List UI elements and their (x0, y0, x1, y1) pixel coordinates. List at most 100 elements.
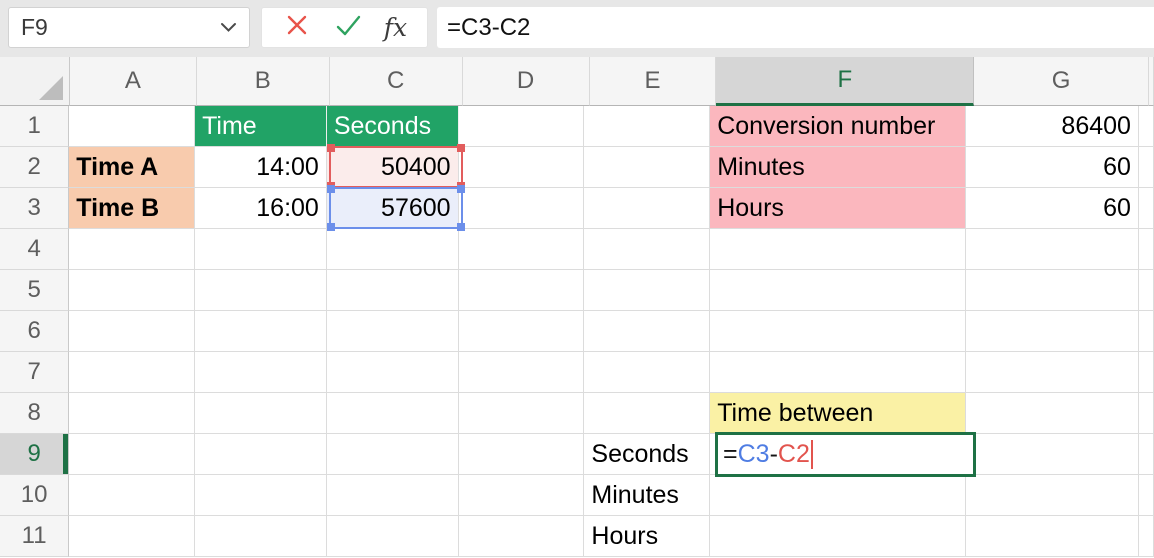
cell-E2[interactable] (584, 147, 711, 188)
cell-G6[interactable] (965, 311, 1139, 352)
cell-F3[interactable]: Hours (710, 188, 966, 229)
cell-G3[interactable]: 60 (965, 188, 1139, 229)
chevron-down-icon[interactable] (220, 22, 237, 33)
row-header-11[interactable]: 11 (0, 516, 70, 557)
cell-F11[interactable] (710, 516, 966, 557)
cell-B11[interactable] (195, 516, 327, 557)
cell-A4[interactable] (69, 229, 196, 270)
name-box[interactable]: F9 (8, 7, 250, 48)
cell-G8[interactable] (965, 393, 1139, 434)
row-header-9[interactable]: 9 (0, 434, 70, 475)
cell-B8[interactable] (195, 393, 327, 434)
cell-C6[interactable] (326, 311, 459, 352)
row-header-8[interactable]: 8 (0, 393, 70, 434)
select-all-button[interactable] (0, 57, 70, 106)
cell-E1[interactable] (584, 106, 711, 147)
confirm-button[interactable] (332, 10, 364, 45)
column-header-A[interactable]: A (69, 57, 197, 106)
cell-B7[interactable] (195, 352, 327, 393)
cell-F1[interactable]: Conversion number (710, 106, 966, 147)
cell-F4[interactable] (710, 229, 966, 270)
cell-C10[interactable] (326, 475, 459, 516)
cell-E10[interactable]: Minutes (584, 475, 711, 516)
cell-C2[interactable]: 50400 (326, 147, 459, 188)
column-header-C[interactable]: C (329, 57, 463, 106)
cell-C8[interactable] (326, 393, 459, 434)
cell-A8[interactable] (69, 393, 196, 434)
cell-B9[interactable] (195, 434, 327, 475)
cell-D6[interactable] (458, 311, 585, 352)
row-header-1[interactable]: 1 (0, 106, 70, 147)
active-cell-F9[interactable]: = C3- C2 (715, 432, 976, 477)
cell-E4[interactable] (584, 229, 711, 270)
cell-D7[interactable] (458, 352, 585, 393)
row-header-6[interactable]: 6 (0, 311, 70, 352)
cell-A3[interactable]: Time B (69, 188, 196, 229)
cell-D3[interactable] (458, 188, 585, 229)
cell-A5[interactable] (69, 270, 196, 311)
cell-D10[interactable] (458, 475, 585, 516)
cell-E11[interactable]: Hours (584, 516, 711, 557)
cell-D2[interactable] (458, 147, 585, 188)
column-header-D[interactable]: D (462, 57, 590, 106)
cell-C1[interactable]: Seconds (326, 106, 459, 147)
cell-G4[interactable] (965, 229, 1139, 270)
cell-D9[interactable] (458, 434, 585, 475)
cell-E8[interactable] (584, 393, 711, 434)
cell-B2[interactable]: 14:00 (195, 147, 327, 188)
cell-E5[interactable] (584, 270, 711, 311)
cell-E9[interactable]: Seconds (584, 434, 711, 475)
cell-A11[interactable] (69, 516, 196, 557)
column-header-G[interactable]: G (974, 57, 1150, 106)
cell-G7[interactable] (965, 352, 1139, 393)
cell-C7[interactable] (326, 352, 459, 393)
cell-A10[interactable] (69, 475, 196, 516)
row-header-10[interactable]: 10 (0, 475, 70, 516)
cell-C3[interactable]: 57600 (326, 188, 459, 229)
cell-C5[interactable] (326, 270, 459, 311)
formula-input[interactable]: =C3-C2 (437, 7, 1154, 48)
cell-G2[interactable]: 60 (965, 147, 1139, 188)
cell-G1[interactable]: 86400 (965, 106, 1139, 147)
cell-F6[interactable] (710, 311, 966, 352)
cell-B1[interactable]: Time (195, 106, 327, 147)
cell-F7[interactable] (710, 352, 966, 393)
cell-A7[interactable] (69, 352, 196, 393)
cancel-button[interactable] (282, 10, 312, 45)
column-header-E[interactable]: E (589, 57, 717, 106)
cell-G9[interactable] (965, 434, 1139, 475)
column-header-B[interactable]: B (196, 57, 330, 106)
cell-G5[interactable] (965, 270, 1139, 311)
cell-F10[interactable] (710, 475, 966, 516)
cell-A1[interactable] (69, 106, 196, 147)
row-header-3[interactable]: 3 (0, 188, 70, 229)
cell-C9[interactable] (326, 434, 459, 475)
cell-F8[interactable]: Time between (710, 393, 966, 434)
row-header-4[interactable]: 4 (0, 229, 70, 270)
cell-D11[interactable] (458, 516, 585, 557)
cell-A6[interactable] (69, 311, 196, 352)
cell-B3[interactable]: 16:00 (195, 188, 327, 229)
row-header-5[interactable]: 5 (0, 270, 70, 311)
cell-B10[interactable] (195, 475, 327, 516)
cell-D5[interactable] (458, 270, 585, 311)
cell-F2[interactable]: Minutes (710, 147, 966, 188)
cell-G11[interactable] (965, 516, 1139, 557)
cell-F5[interactable] (710, 270, 966, 311)
cell-A9[interactable] (69, 434, 196, 475)
cell-B6[interactable] (195, 311, 327, 352)
cell-C11[interactable] (326, 516, 459, 557)
cell-G10[interactable] (965, 475, 1139, 516)
cell-D1[interactable] (458, 106, 585, 147)
row-header-2[interactable]: 2 (0, 147, 70, 188)
cell-A2[interactable]: Time A (69, 147, 196, 188)
column-header-F[interactable]: F (716, 57, 975, 106)
cell-B5[interactable] (195, 270, 327, 311)
cell-B4[interactable] (195, 229, 327, 270)
cell-E6[interactable] (584, 311, 711, 352)
cell-D4[interactable] (458, 229, 585, 270)
cell-E7[interactable] (584, 352, 711, 393)
cell-E3[interactable] (584, 188, 711, 229)
row-header-7[interactable]: 7 (0, 352, 70, 393)
cell-C4[interactable] (326, 229, 459, 270)
